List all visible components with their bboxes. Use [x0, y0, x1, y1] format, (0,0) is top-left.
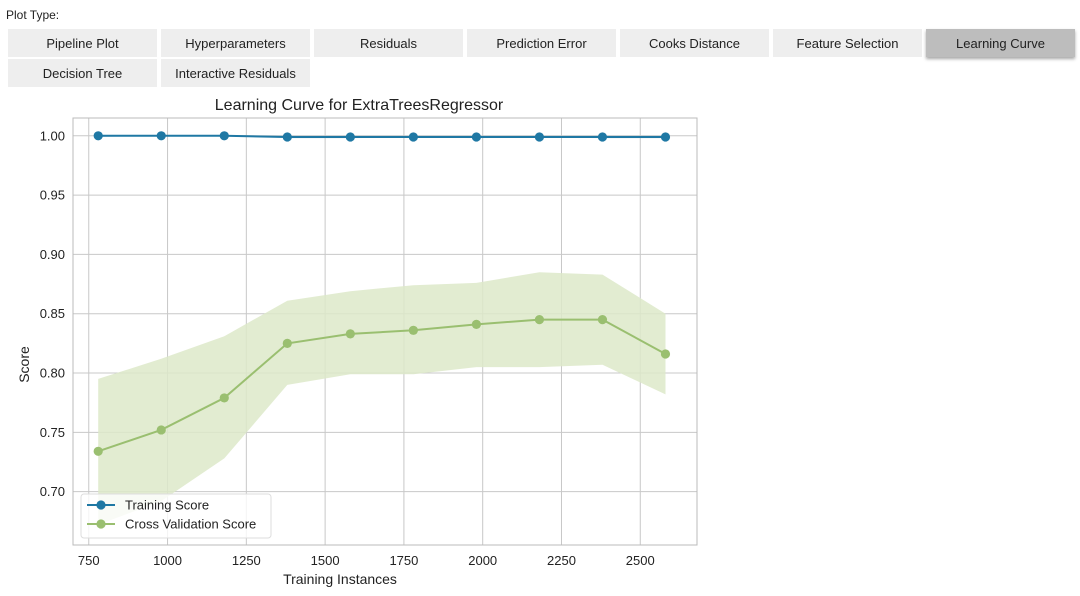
cv-score-point	[345, 329, 355, 339]
y-axis-title: Score	[16, 346, 32, 383]
cv-score-point	[471, 319, 481, 329]
axes-border	[72, 117, 698, 546]
training-score-point	[534, 132, 545, 142]
training-score-legend-label: Training Score	[125, 498, 209, 513]
plot-type-button-learning-curve[interactable]: Learning Curve	[926, 29, 1075, 57]
x-tick-label: 1500	[311, 553, 340, 568]
y-tick-label: 1.00	[40, 128, 65, 143]
plot-type-button-hyperparameters[interactable]: Hyperparameters	[161, 29, 310, 57]
training-score-legend-marker	[96, 500, 106, 510]
cv-score-point	[282, 338, 292, 348]
plot-type-button-group: Pipeline Plot Hyperparameters Residuals Pre…	[8, 29, 1078, 87]
plot-type-button-cooks-distance[interactable]: Cooks Distance	[620, 29, 769, 57]
training-score-point	[345, 132, 355, 142]
y-tick-label: 0.85	[40, 306, 65, 321]
training-score-point	[93, 131, 103, 141]
y-tick-label: 0.90	[40, 247, 65, 262]
cv-score-point	[597, 315, 608, 325]
learning-curve-chart: 750 1000 1250 1500 1750 2000 2250 2500 0.70 0.75 0…	[0, 88, 720, 596]
y-tick-label: 0.95	[40, 188, 65, 203]
y-tick-label: 0.70	[40, 484, 65, 499]
plot-type-button-residuals[interactable]: Residuals	[314, 29, 463, 57]
x-tick-label: 2500	[626, 553, 655, 568]
chart-svg: 750 1000 1250 1500 1750 2000 2250 2500 0.70 0.75 0…	[16, 97, 698, 587]
x-tick-label: 1000	[153, 553, 182, 568]
cv-score-point	[660, 349, 671, 359]
x-tick-label: 750	[78, 553, 100, 568]
training-score-point	[408, 132, 418, 142]
cv-score-legend-label: Cross Validation Score	[125, 517, 256, 532]
plot-type-button-feature-selection[interactable]: Feature Selection	[773, 29, 922, 57]
cv-score-point	[534, 315, 545, 325]
training-score-point	[219, 131, 229, 141]
x-tick-label: 2250	[547, 553, 576, 568]
chart-title: Learning Curve for ExtraTreesRegressor	[215, 97, 504, 114]
x-tick-label: 2000	[468, 553, 497, 568]
y-tick-label: 0.80	[40, 366, 65, 381]
x-axis-title: Training Instances	[283, 571, 397, 587]
x-tick-label: 1750	[389, 553, 418, 568]
cv-score-point	[156, 425, 166, 435]
plot-type-button-pipeline-plot[interactable]: Pipeline Plot	[8, 29, 157, 57]
training-score-point	[597, 132, 608, 142]
cv-score-point	[408, 325, 418, 335]
legend-box	[80, 493, 272, 539]
plot-type-label: Plot Type:	[6, 8, 60, 22]
training-score-point	[282, 132, 292, 142]
training-score-point	[660, 132, 671, 142]
training-score-line	[98, 134, 666, 138]
x-tick-label: 1250	[232, 553, 261, 568]
plot-type-button-decision-tree[interactable]: Decision Tree	[8, 59, 157, 87]
cv-score-point	[93, 446, 103, 456]
cv-score-legend-marker	[96, 519, 106, 529]
y-tick-label: 0.75	[40, 425, 65, 440]
training-score-point	[471, 132, 481, 142]
cv-score-line	[97, 318, 666, 453]
plot-type-button-interactive-residuals[interactable]: Interactive Residuals	[161, 59, 310, 87]
cv-score-point	[219, 393, 229, 403]
training-score-point	[156, 131, 166, 141]
plot-type-button-prediction-error[interactable]: Prediction Error	[467, 29, 616, 57]
cv-score-band	[98, 272, 666, 525]
